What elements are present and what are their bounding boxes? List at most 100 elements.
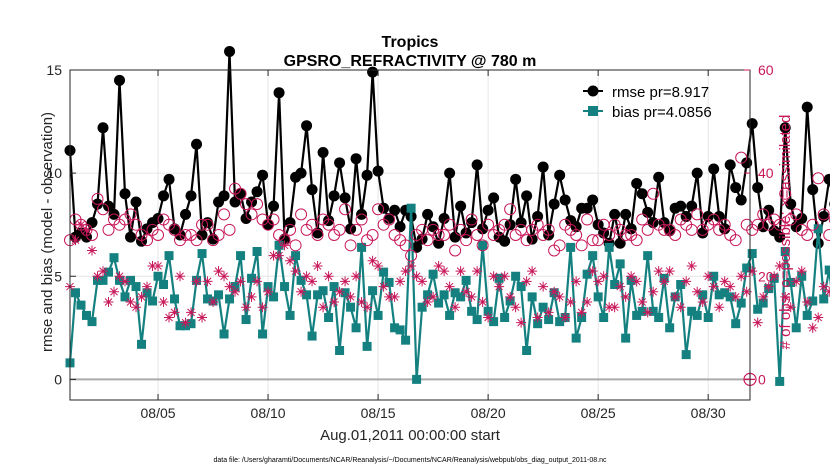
assimilated-point <box>323 271 334 282</box>
assimilated-point <box>554 291 565 302</box>
rmse-point <box>752 182 764 194</box>
rmse-point <box>730 182 742 194</box>
assimilated-point <box>373 260 384 271</box>
rmse-point <box>97 122 109 134</box>
possible-point <box>97 203 110 216</box>
assimilated-point <box>444 281 455 292</box>
assimilated-point <box>461 286 472 297</box>
rmse-point <box>191 138 203 150</box>
assimilated-point <box>439 266 450 277</box>
series-possible <box>64 151 830 262</box>
bias-point <box>142 288 152 298</box>
bias-point <box>665 323 675 333</box>
assimilated-point <box>747 266 758 277</box>
possible-point <box>641 223 654 236</box>
rmse-point <box>735 194 747 206</box>
bias-point <box>219 329 229 339</box>
rmse-point <box>257 169 269 181</box>
possible-point <box>575 239 588 252</box>
assimilated-point <box>142 281 153 292</box>
bias-point <box>472 315 482 325</box>
y-axis-right: 0 20 40 60 <box>744 62 774 387</box>
bias-point <box>742 263 752 273</box>
bias-point <box>357 242 367 252</box>
y2-tick-label: 40 <box>758 165 774 181</box>
bias-point <box>494 273 504 283</box>
possible-point <box>498 218 511 231</box>
bias-point <box>824 265 830 275</box>
assimilated-point <box>565 297 576 308</box>
bias-point <box>736 298 746 308</box>
rmse-point <box>746 118 758 130</box>
possible-point <box>636 213 649 226</box>
assimilated-point <box>664 266 675 277</box>
series-assimilated <box>65 219 830 333</box>
assimilated-point <box>158 297 169 308</box>
assimilated-point <box>455 266 466 277</box>
rmse-point <box>389 204 401 216</box>
bias-point <box>186 319 196 329</box>
assimilated-point <box>70 235 81 246</box>
bias-point <box>373 310 383 320</box>
rmse-point <box>427 221 439 233</box>
possible-point <box>586 234 599 247</box>
rmse-point <box>499 235 511 247</box>
bias-point <box>637 306 647 316</box>
rmse-point <box>372 165 384 177</box>
x-tick-label: 08/20 <box>471 405 506 421</box>
assimilated-point <box>631 276 642 287</box>
assimilated-point <box>241 302 252 313</box>
rmse-point <box>554 169 566 181</box>
rmse-point <box>224 45 236 57</box>
rmse-point <box>587 194 599 206</box>
rmse-point <box>422 208 434 220</box>
assimilated-point <box>543 307 554 318</box>
bias-point <box>786 277 796 287</box>
rmse-point <box>361 169 373 181</box>
possible-point <box>383 213 396 226</box>
bias-point <box>434 298 444 308</box>
bias-point <box>802 310 812 320</box>
possible-point <box>284 223 297 236</box>
possible-point <box>212 229 225 241</box>
assimilated-point <box>510 302 521 313</box>
assimilated-point <box>796 266 807 277</box>
possible-point <box>421 234 434 247</box>
assimilated-point <box>120 276 131 287</box>
bias-point <box>566 242 576 252</box>
rmse-point <box>262 219 274 231</box>
assimilated-point <box>169 307 180 318</box>
assimilated-point <box>301 271 312 282</box>
possible-point <box>399 239 412 252</box>
possible-point <box>570 229 583 241</box>
assimilated-point <box>400 266 411 277</box>
rmse-point <box>180 208 192 220</box>
rmse-point <box>119 188 131 200</box>
assimilated-point <box>246 291 257 302</box>
possible-point <box>366 229 379 241</box>
assimilated-point <box>483 312 494 323</box>
assimilated-point <box>131 302 142 313</box>
assimilated-point <box>433 260 444 271</box>
bias-point <box>538 302 548 312</box>
rmse-point <box>207 233 219 245</box>
bias-point <box>302 290 312 300</box>
y2-axis-label: # of obs: o=possible; ×=assimilated <box>777 115 794 350</box>
assimilated-point <box>263 286 274 297</box>
assimilated-point <box>307 276 318 287</box>
bias-point <box>461 275 471 285</box>
assimilated-point <box>318 302 329 313</box>
bias-point <box>582 269 592 279</box>
rmse-point <box>570 221 582 233</box>
bias-point <box>76 300 86 310</box>
bias-point <box>390 323 400 333</box>
bias-point <box>329 282 339 292</box>
footnote: data file: /Users/gharamti/Documents/NCA… <box>213 457 607 464</box>
possible-point <box>124 208 137 221</box>
bias-point <box>615 259 625 269</box>
possible-point <box>449 244 462 257</box>
rmse-point <box>130 196 142 208</box>
rmse-point <box>482 204 494 216</box>
bias-point <box>417 302 427 312</box>
bias-point <box>654 313 664 322</box>
